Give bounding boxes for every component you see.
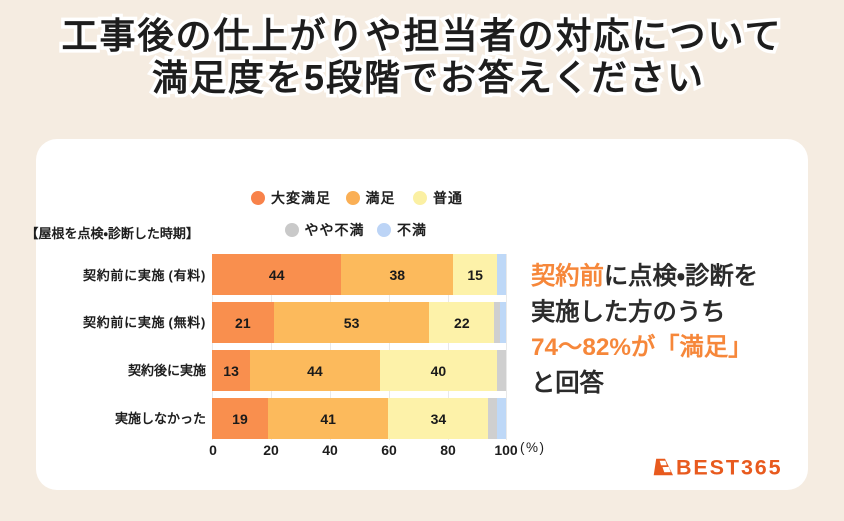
- svg-text:BEST365: BEST365: [676, 455, 783, 479]
